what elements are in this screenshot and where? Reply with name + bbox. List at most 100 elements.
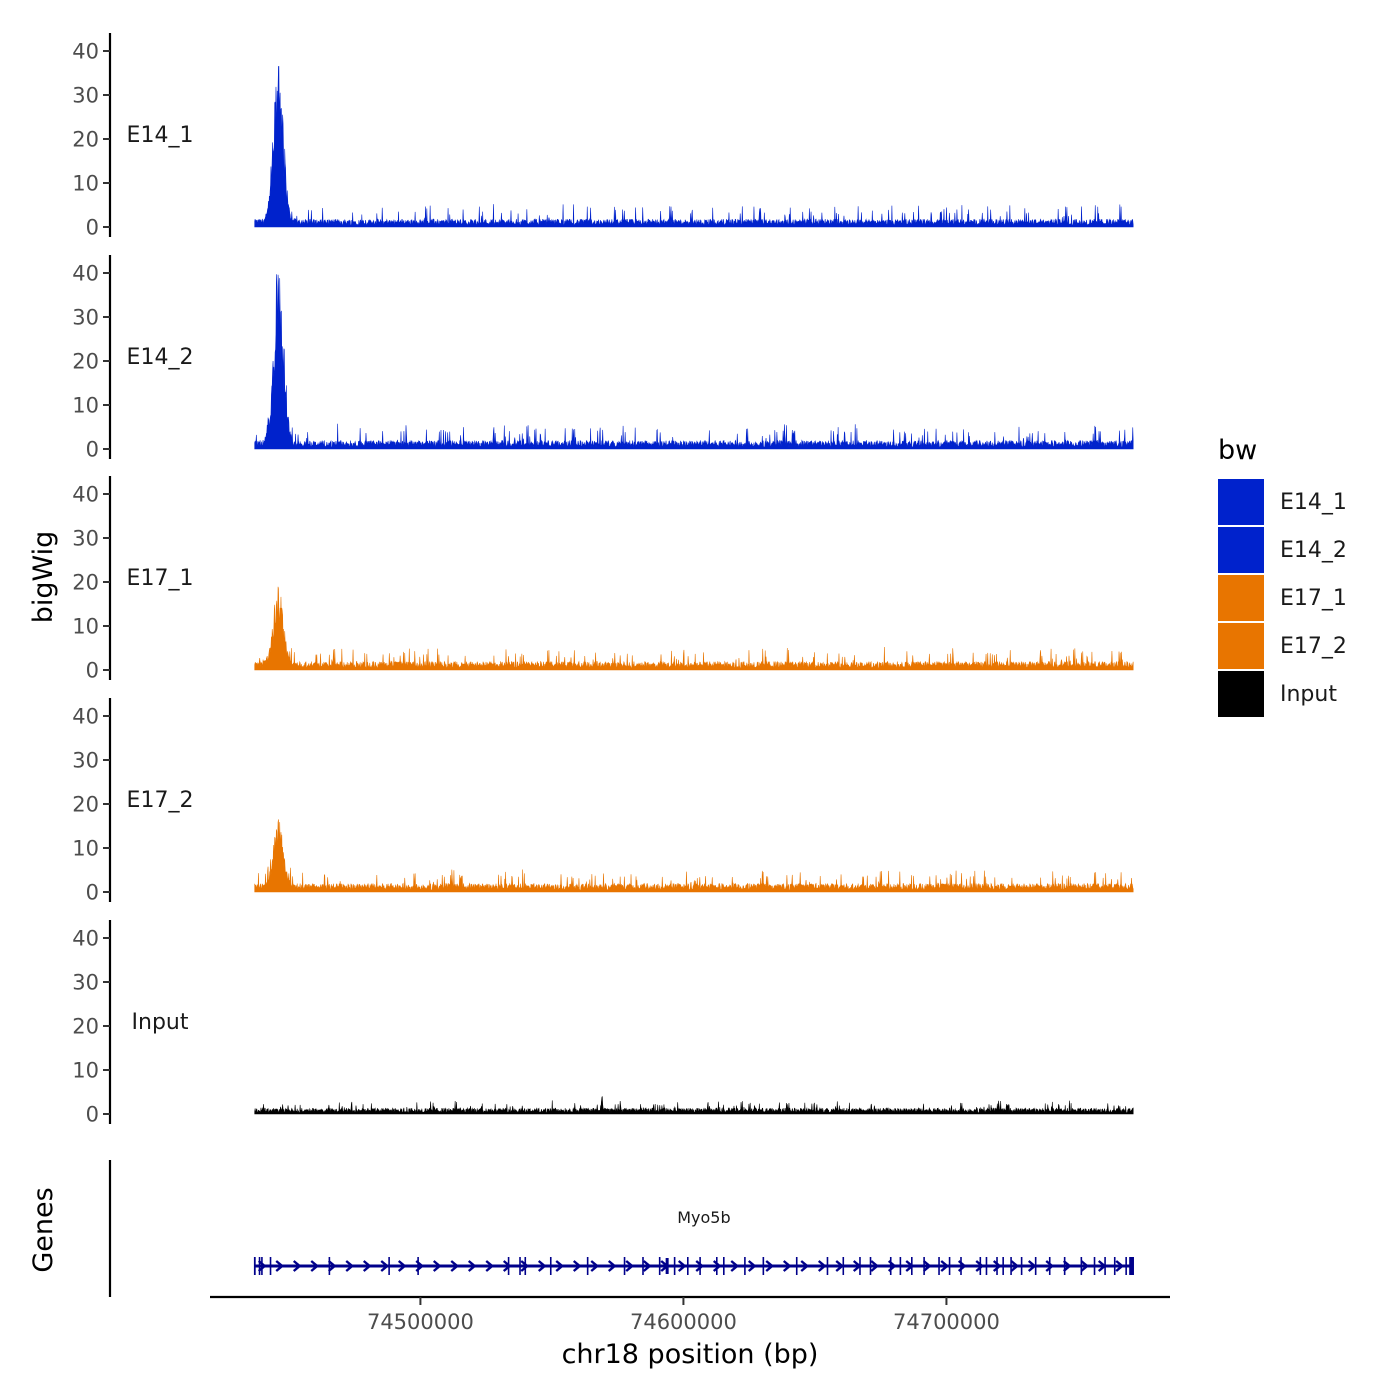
genes-axis-title: Genes: [28, 1187, 59, 1272]
strand-chevron: [1062, 1260, 1072, 1272]
gene-Myo5b: Myo5b: [253, 1208, 1134, 1275]
strand-chevron: [800, 1260, 810, 1272]
legend-key-E17_1: [1218, 575, 1264, 621]
x-tick-label: 74600000: [630, 1310, 737, 1334]
strand-chevron: [870, 1260, 880, 1272]
strand-chevron: [362, 1260, 372, 1272]
y-tick-label: 20: [72, 571, 99, 595]
strand-chevron: [992, 1260, 1002, 1272]
strand-chevron: [625, 1260, 635, 1272]
y-tick-label: 10: [72, 1059, 99, 1083]
strand-chevron: [1080, 1260, 1090, 1272]
track-label: E17_2: [127, 788, 194, 813]
strand-chevron: [397, 1260, 407, 1272]
legend-key-E17_2: [1218, 623, 1264, 669]
strand-chevron: [747, 1260, 757, 1272]
x-axis-title: chr18 position (bp): [562, 1339, 819, 1370]
legend-label: E14_2: [1280, 538, 1347, 563]
signal-area-E14_2: [254, 274, 1134, 450]
strand-chevron: [257, 1260, 267, 1272]
y-tick-label: 40: [72, 40, 99, 64]
x-axis: 74500000 74600000 74700000: [210, 1295, 1170, 1334]
y-tick-label: 10: [72, 394, 99, 418]
y-tick-label: 0: [86, 438, 99, 462]
genes-track: Myo5b: [108, 1160, 1134, 1297]
y-tick-label: 0: [86, 216, 99, 240]
y-tick-label: 40: [72, 705, 99, 729]
legend: bw E14_1 E14_2 E17_1 E17_2 Input: [1218, 435, 1347, 717]
y-tick-label: 10: [72, 172, 99, 196]
legend-label: Input: [1280, 682, 1337, 707]
strand-chevron: [432, 1260, 442, 1272]
strand-chevron: [1115, 1260, 1125, 1272]
x-tick-label: 74700000: [893, 1310, 1000, 1334]
y-tick-label: 10: [72, 615, 99, 639]
strand-chevron: [835, 1260, 845, 1272]
legend-label: E14_1: [1280, 490, 1347, 515]
y-tick-label: 20: [72, 1015, 99, 1039]
y-tick-label: 20: [72, 793, 99, 817]
strand-chevron: [1045, 1260, 1055, 1272]
gene-label: Myo5b: [677, 1208, 730, 1227]
strand-chevron: [450, 1260, 460, 1272]
signal-area-E17_2: [254, 819, 1134, 893]
strand-chevron: [922, 1260, 932, 1272]
track-label: E17_1: [127, 566, 194, 591]
strand-chevron: [765, 1260, 775, 1272]
strand-chevron: [380, 1260, 390, 1272]
track-E17_2: 0 10 20 30 40 E17_2: [72, 698, 1134, 905]
y-tick-label: 30: [72, 971, 99, 995]
y-tick-label: 30: [72, 84, 99, 108]
legend-label: E17_2: [1280, 634, 1347, 659]
legend-key-E14_2: [1218, 527, 1264, 573]
track-E17_1: 0 10 20 30 40 E17_1: [72, 476, 1134, 683]
strand-chevron: [572, 1260, 582, 1272]
strand-chevron: [327, 1260, 337, 1272]
legend-title: bw: [1218, 435, 1257, 466]
y-tick-label: 30: [72, 306, 99, 330]
legend-key-Input: [1218, 671, 1264, 717]
strand-chevron: [730, 1260, 740, 1272]
y-tick-label: 0: [86, 881, 99, 905]
y-tick-label: 0: [86, 659, 99, 683]
y-tick-label: 10: [72, 837, 99, 861]
y-tick-label: 30: [72, 527, 99, 551]
strand-chevron: [310, 1260, 320, 1272]
strand-chevron: [537, 1260, 547, 1272]
y-tick-label: 40: [72, 262, 99, 286]
legend-label: E17_1: [1280, 586, 1347, 611]
track-Input: 0 10 20 30 40 Input: [72, 920, 1134, 1127]
signal-area-Input: [254, 1096, 1134, 1115]
strand-chevron: [292, 1260, 302, 1272]
strand-chevron: [607, 1260, 617, 1272]
strand-chevron: [817, 1260, 827, 1272]
strand-chevron: [275, 1260, 285, 1272]
y-tick-label: 0: [86, 1103, 99, 1127]
strand-chevron: [677, 1260, 687, 1272]
strand-chevron: [940, 1260, 950, 1272]
strand-chevron: [1010, 1260, 1020, 1272]
strand-chevron: [1027, 1260, 1037, 1272]
strand-chevron: [590, 1260, 600, 1272]
strand-chevron: [467, 1260, 477, 1272]
track-label: E14_1: [127, 123, 194, 148]
strand-chevron: [555, 1260, 565, 1272]
signal-area-E14_1: [254, 66, 1134, 228]
signal-area-E17_1: [254, 586, 1134, 671]
strand-chevron: [695, 1260, 705, 1272]
x-tick-label: 74500000: [367, 1310, 474, 1334]
strand-chevron: [712, 1260, 722, 1272]
strand-chevron: [782, 1260, 792, 1272]
y-tick-label: 20: [72, 128, 99, 152]
y-axis-title: bigWig: [28, 531, 59, 624]
strand-chevron: [975, 1260, 985, 1272]
strand-chevron: [485, 1260, 495, 1272]
strand-chevron: [502, 1260, 512, 1272]
track-label: Input: [132, 1010, 189, 1035]
track-E14_1: 0 10 20 30 40 E14_1: [72, 33, 1134, 240]
y-tick-label: 30: [72, 749, 99, 773]
signal-tracks: 0 10 20 30 40 E14_1 0 10 20 30 40 E14_2 0 10 20 30 40 E17…: [72, 33, 1134, 1127]
y-tick-label: 40: [72, 927, 99, 951]
y-tick-label: 20: [72, 350, 99, 374]
